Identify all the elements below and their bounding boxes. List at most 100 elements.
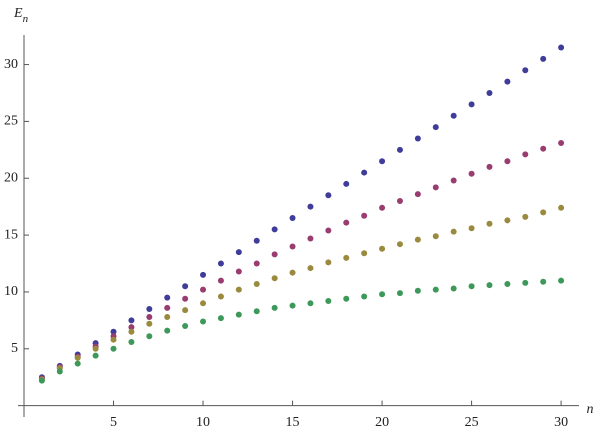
point [450,285,457,292]
point [146,313,153,320]
point [325,227,332,234]
point [235,268,242,275]
point [414,191,421,198]
point [522,67,529,74]
y-tick-label: 25 [4,114,18,129]
point [289,243,296,250]
point [414,287,421,294]
point [432,233,439,240]
point [558,204,565,211]
point [110,345,117,352]
point [253,308,260,315]
point [414,135,421,142]
y-label-sub: n [23,13,29,25]
point [182,295,189,302]
point [128,324,135,331]
point [235,286,242,293]
y-tick-label: 10 [4,284,18,299]
point [253,260,260,267]
point [164,327,171,334]
point [325,192,332,199]
point [38,377,45,384]
point [146,305,153,312]
point [92,352,99,359]
point [379,204,386,211]
point [110,336,117,343]
point [361,169,368,176]
point [396,241,403,248]
point [182,323,189,330]
point [379,158,386,165]
point [92,345,99,352]
point [235,249,242,256]
point [217,260,224,267]
point [271,304,278,311]
point [74,360,81,367]
point [558,140,565,147]
point [235,311,242,318]
point [271,226,278,233]
x-tick-label: 20 [375,415,389,430]
point [486,163,493,170]
point [540,209,547,216]
point [182,307,189,314]
point [486,89,493,96]
point [307,235,314,242]
point [271,251,278,258]
point [504,78,511,85]
x-axis-label: n [587,402,594,417]
point [325,298,332,305]
point [361,212,368,219]
point [74,354,81,361]
point [504,217,511,224]
point [217,315,224,322]
point [468,170,475,177]
y-tick-label: 30 [4,57,18,72]
point [164,304,171,311]
point [396,197,403,204]
point [217,277,224,284]
y-tick-label: 20 [4,170,18,185]
point [307,265,314,272]
x-tick-label: 25 [465,415,479,430]
point [253,237,260,244]
point [289,215,296,222]
point [468,225,475,232]
point [432,184,439,191]
point [522,151,529,158]
point [200,286,207,293]
point [450,112,457,119]
point [200,318,207,325]
point [522,213,529,220]
point [558,44,565,51]
point [307,203,314,210]
point [289,269,296,276]
point [450,177,457,184]
point [164,294,171,301]
point [343,219,350,226]
point [540,145,547,152]
y-tick-label: 5 [11,341,18,356]
point [432,124,439,131]
point [110,328,117,335]
point [271,275,278,282]
point [558,277,565,284]
point [182,283,189,290]
y-label-main: E [13,6,23,21]
y-axis-label: En [13,6,29,24]
point [414,236,421,243]
point [146,333,153,340]
point [396,290,403,297]
point [432,286,439,293]
point [379,245,386,252]
point [128,328,135,335]
point [396,146,403,153]
point [468,283,475,290]
point [486,220,493,227]
x-tick-label: 15 [286,415,300,430]
point [540,278,547,285]
point [379,291,386,298]
point [343,295,350,302]
point [361,250,368,257]
